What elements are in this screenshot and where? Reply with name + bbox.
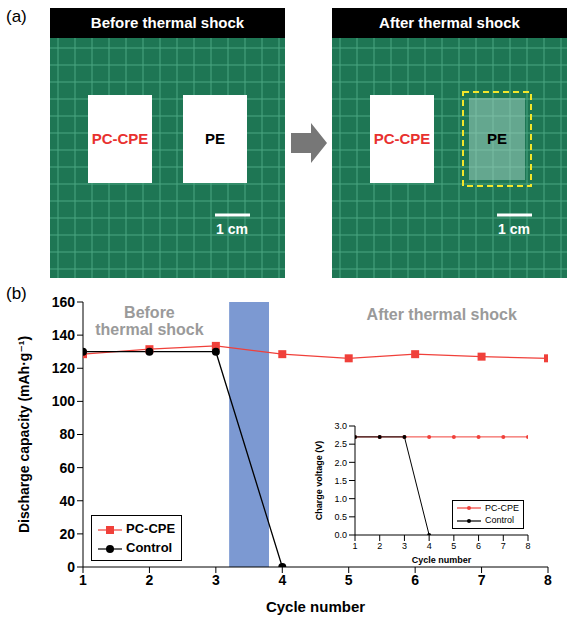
svg-text:1 cm: 1 cm bbox=[498, 221, 530, 237]
svg-text:1.0: 1.0 bbox=[334, 494, 347, 504]
svg-text:8: 8 bbox=[544, 572, 552, 588]
svg-text:5: 5 bbox=[451, 541, 456, 551]
svg-text:PE: PE bbox=[487, 130, 507, 147]
svg-text:3.0: 3.0 bbox=[334, 421, 347, 431]
svg-text:7: 7 bbox=[478, 572, 486, 588]
svg-text:Before thermal shock: Before thermal shock bbox=[91, 14, 245, 31]
svg-text:0.5: 0.5 bbox=[334, 512, 347, 522]
svg-text:Charge voltage (V): Charge voltage (V) bbox=[314, 441, 324, 521]
html-text:thermal shock: thermal shock bbox=[95, 321, 204, 338]
svg-text:2: 2 bbox=[146, 572, 154, 588]
svg-text:7: 7 bbox=[501, 541, 506, 551]
svg-text:5: 5 bbox=[345, 572, 353, 588]
svg-text:Cycle number: Cycle number bbox=[412, 555, 472, 565]
svg-text:Cycle number: Cycle number bbox=[266, 598, 365, 615]
svg-text:(a): (a) bbox=[6, 7, 27, 26]
html-text:PC-CPE: PC-CPE bbox=[485, 502, 519, 513]
svg-text:After thermal shock: After thermal shock bbox=[379, 14, 521, 31]
svg-text:140: 140 bbox=[52, 327, 76, 343]
svg-text:1.5: 1.5 bbox=[334, 476, 347, 486]
svg-text:40: 40 bbox=[59, 493, 75, 509]
svg-text:3: 3 bbox=[212, 572, 220, 588]
svg-text:2: 2 bbox=[377, 541, 382, 551]
svg-text:PC-CPE: PC-CPE bbox=[374, 130, 431, 147]
svg-text:1 cm: 1 cm bbox=[216, 221, 248, 237]
html-text:PC-CPE: PC-CPE bbox=[126, 521, 176, 536]
svg-text:2.5: 2.5 bbox=[334, 439, 347, 449]
svg-text:60: 60 bbox=[59, 460, 75, 476]
svg-text:4: 4 bbox=[427, 541, 432, 551]
svg-text:PC-CPE: PC-CPE bbox=[92, 130, 149, 147]
svg-text:80: 80 bbox=[59, 426, 75, 442]
svg-text:1: 1 bbox=[79, 572, 87, 588]
svg-text:120: 120 bbox=[52, 360, 76, 376]
svg-text:8: 8 bbox=[525, 541, 530, 551]
html-text:Before: Before bbox=[124, 304, 175, 321]
svg-text:6: 6 bbox=[411, 572, 419, 588]
svg-text:4: 4 bbox=[278, 572, 286, 588]
svg-text:3: 3 bbox=[402, 541, 407, 551]
svg-text:0: 0 bbox=[67, 559, 75, 575]
svg-text:1: 1 bbox=[352, 541, 357, 551]
svg-text:0.0: 0.0 bbox=[334, 530, 347, 540]
html-text:Control: Control bbox=[485, 515, 514, 526]
svg-text:160: 160 bbox=[52, 294, 76, 310]
html-text:Control: Control bbox=[126, 540, 173, 555]
svg-text:20: 20 bbox=[59, 526, 75, 542]
html-text:After thermal shock: After thermal shock bbox=[366, 306, 517, 323]
svg-text:Discharge capacity (mAh·g⁻¹): Discharge capacity (mAh·g⁻¹) bbox=[16, 336, 32, 533]
svg-text:PE: PE bbox=[205, 130, 225, 147]
html-text:(b): (b) bbox=[6, 284, 27, 303]
svg-text:6: 6 bbox=[476, 541, 481, 551]
svg-text:100: 100 bbox=[52, 393, 76, 409]
svg-text:2.0: 2.0 bbox=[334, 458, 347, 468]
